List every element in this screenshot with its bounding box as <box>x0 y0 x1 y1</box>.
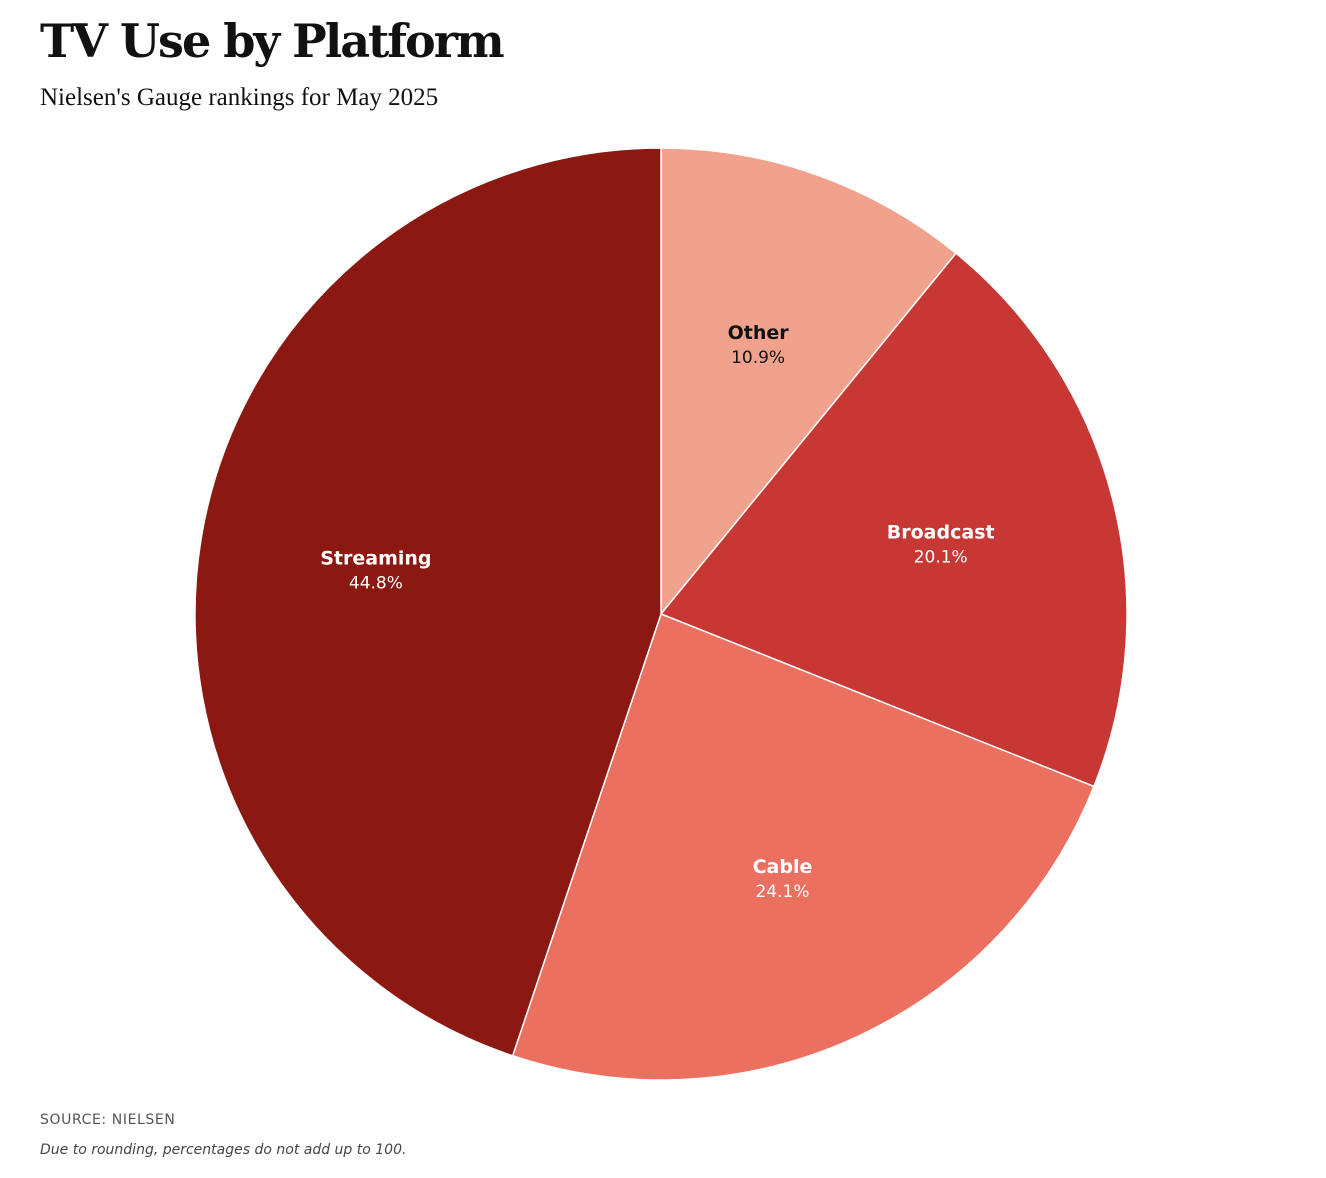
slice-label-broadcast: Broadcast <box>887 522 995 544</box>
slice-label-streaming: Streaming <box>320 547 431 569</box>
slice-value-broadcast: 20.1% <box>914 548 968 568</box>
source-note: SOURCE: NIELSEN <box>40 1112 176 1128</box>
pie-slice-other <box>660 147 957 615</box>
pie-labels: Other 10.9% Broadcast 20.1% Cable 24.1% Stream… <box>320 322 994 902</box>
chart-title: TV Use by Platform <box>40 14 505 68</box>
pie-slice-broadcast <box>660 252 1128 788</box>
pie-slices <box>194 147 1128 1081</box>
slice-value-other: 10.9% <box>731 348 785 368</box>
slice-label-cable: Cable <box>753 856 813 878</box>
pie-slice-streaming <box>194 147 662 1057</box>
slice-value-cable: 24.1% <box>755 882 809 902</box>
pie-slice-cable <box>511 613 1095 1081</box>
chart-subtitle: Nielsen's Gauge rankings for May 2025 <box>40 84 439 111</box>
rounding-footnote: Due to rounding, percentages do not add … <box>40 1142 407 1158</box>
slice-label-other: Other <box>728 322 790 344</box>
slice-value-streaming: 44.8% <box>349 573 403 593</box>
